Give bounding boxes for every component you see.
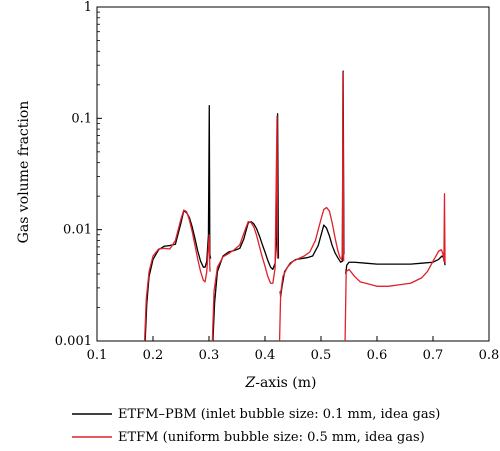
y-tick-label: 1 [84, 0, 92, 15]
legend-label-etfm-pbm: ETFM–PBM (inlet bubble size: 0.1 mm, ide… [118, 407, 440, 422]
plot-frame [96, 6, 490, 342]
x-tick-label: 0.2 [143, 348, 164, 363]
plot-frame-rect [96, 6, 490, 342]
x-axis-title-italic: Z [244, 375, 255, 391]
x-tick-label: 0.6 [367, 348, 388, 363]
legend-label-etfm: ETFM (uniform bubble size: 0.5 mm, idea … [118, 430, 425, 445]
y-tick-label: 0.1 [71, 111, 92, 126]
x-axis-title-rest: -axis (m) [255, 375, 316, 391]
series-line-etfm [143, 71, 446, 342]
y-axis-title: Gas volume fraction [16, 101, 32, 244]
y-tick-label: 0.001 [55, 334, 92, 349]
y-axis-ticks: 0.001 0.01 0.1 1 [55, 0, 102, 349]
y-tick-label: 0.01 [63, 223, 92, 238]
x-tick-label: 0.1 [87, 348, 108, 363]
series-line-etfm-pbm [144, 70, 446, 342]
x-tick-label: 0.4 [255, 348, 276, 363]
x-axis-ticks: 0.1 0.2 0.3 0.4 0.5 0.6 0.7 0.8 [87, 336, 500, 363]
x-axis-title: Z-axis (m) [244, 375, 316, 391]
x-tick-label: 0.8 [479, 348, 500, 363]
legend: ETFM–PBM (inlet bubble size: 0.1 mm, ide… [72, 407, 440, 445]
series-lines [143, 70, 446, 342]
x-tick-label: 0.7 [423, 348, 444, 363]
x-tick-label: 0.5 [311, 348, 332, 363]
x-tick-label: 0.3 [199, 348, 220, 363]
